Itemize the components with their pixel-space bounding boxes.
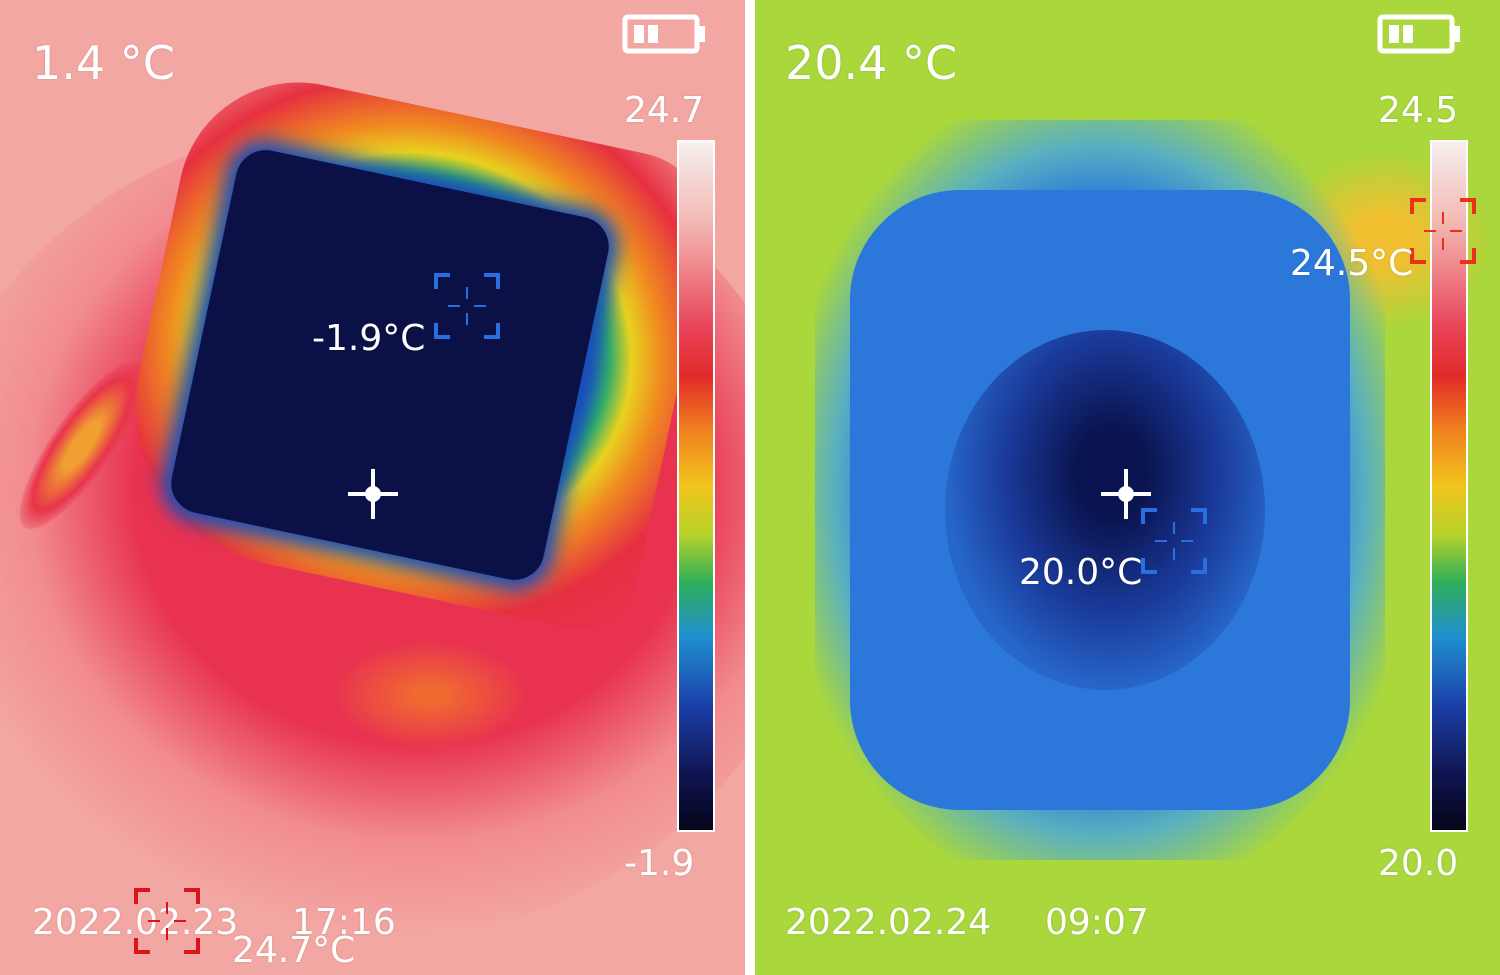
time: 09:07 — [1045, 902, 1149, 943]
max-temp-reticle-icon — [134, 888, 200, 954]
max-spot-temp: 24.5°C — [1290, 243, 1414, 284]
scale-max-label: 24.7 — [624, 90, 705, 131]
scale-max-label: 24.5 — [1378, 90, 1459, 131]
date: 2022.02.23 — [32, 902, 239, 943]
battery-icon — [1377, 14, 1460, 54]
max-temp-reticle-icon — [1410, 198, 1476, 264]
center-temperature: 1.4 °C — [32, 36, 175, 90]
scale-min-label: -1.9 — [624, 843, 695, 884]
thermal-image-right: 20.4 °C 24.5 20.0 24.5°C 20.0°C 2022.02.… — [755, 0, 1500, 975]
center-temperature: 20.4 °C — [785, 36, 958, 90]
color-scale-bar — [677, 140, 715, 832]
thermal-image-left: 1.4 °C 24.7 -1.9 -1.9°C 2022.02.23 17:16… — [0, 0, 745, 975]
scale-min-label: 20.0 — [1378, 843, 1459, 884]
time: 17:16 — [292, 902, 396, 943]
date: 2022.02.24 — [785, 902, 992, 943]
color-scale-bar — [1430, 140, 1468, 832]
crosshair-icon — [348, 469, 398, 519]
min-spot-temp: 20.0°C — [1019, 552, 1143, 593]
min-temp-reticle-icon — [1141, 508, 1207, 574]
max-spot-temp: 24.7°C — [232, 930, 356, 971]
crosshair-icon — [1101, 469, 1151, 519]
min-temp-reticle-icon — [434, 273, 500, 339]
min-spot-temp: -1.9°C — [312, 318, 426, 359]
battery-icon — [622, 14, 705, 54]
